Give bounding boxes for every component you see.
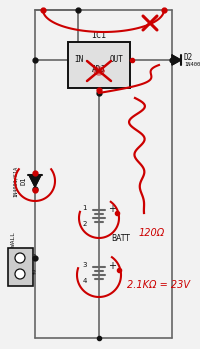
Text: IN: IN <box>74 54 83 64</box>
Bar <box>68 42 130 88</box>
Text: BATT: BATT <box>111 234 130 243</box>
Circle shape <box>15 269 25 279</box>
Bar <box>8 248 33 286</box>
Text: 3: 3 <box>83 262 87 268</box>
Text: 4: 4 <box>83 278 87 284</box>
Text: OUT: OUT <box>110 54 124 64</box>
Text: 2: 2 <box>32 270 36 275</box>
Text: +: + <box>108 204 116 214</box>
Text: +: + <box>108 261 116 271</box>
Text: D2: D2 <box>184 53 193 62</box>
Text: IC1: IC1 <box>92 31 106 40</box>
Text: D1: D1 <box>20 177 26 185</box>
Text: 2.1KΩ = 23V: 2.1KΩ = 23V <box>127 280 190 290</box>
Text: 1N4001: 1N4001 <box>184 62 200 67</box>
Text: 1: 1 <box>83 205 87 211</box>
Text: 2: 2 <box>83 221 87 227</box>
Text: 1: 1 <box>32 253 36 259</box>
Text: WALL: WALL <box>11 232 16 247</box>
Text: ADJ: ADJ <box>92 66 106 74</box>
Polygon shape <box>172 55 181 65</box>
Text: 1N4001/S1A: 1N4001/S1A <box>12 165 18 196</box>
Text: 120Ω: 120Ω <box>139 228 165 238</box>
Polygon shape <box>29 175 41 187</box>
Circle shape <box>15 253 25 263</box>
